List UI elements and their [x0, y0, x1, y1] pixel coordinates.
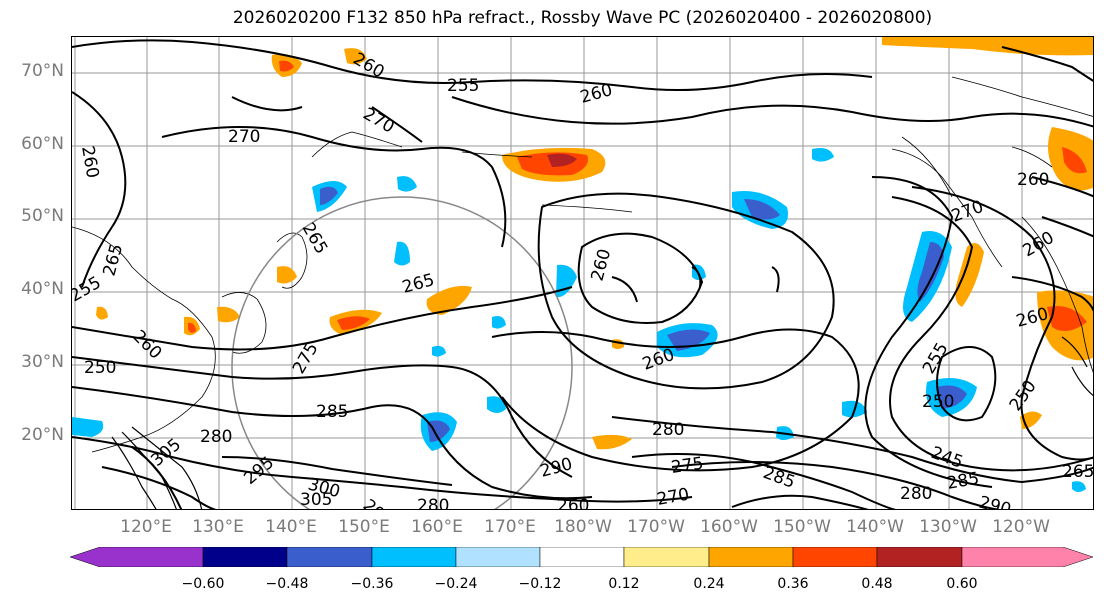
lat-label-70n: 70°N [21, 61, 64, 81]
colorbar-tick: 0.36 [777, 576, 809, 592]
contour-label: 270 [655, 485, 690, 510]
contour-label: 260 [640, 345, 677, 375]
lon-label-120w: 120°W [992, 517, 1050, 537]
lat-label-20n: 20°N [21, 425, 64, 445]
colorbar-swatches [69, 546, 1094, 568]
contour-label: 260 [557, 496, 589, 510]
world-map-icon: 255 260 260 260 270 270 270 265 265 260 … [72, 37, 1094, 510]
map-title: 2026020200 F132 850 hPa refract., Rossby… [232, 8, 933, 28]
coastlines [72, 76, 1093, 453]
contour-label: 285 [945, 469, 980, 494]
colorbar-swatch [876, 546, 963, 568]
contour-label: 250 [922, 392, 954, 412]
contour-label: 265 [400, 270, 437, 298]
lon-label-140e: 140°E [265, 517, 317, 537]
contour-label: 305 [300, 490, 332, 510]
lon-label-170e: 170°E [484, 517, 536, 537]
contour-label: 265 [100, 242, 128, 279]
lon-label-120e: 120°E [120, 517, 172, 537]
colorbar-swatch [286, 546, 373, 568]
contour-label: 245 [928, 443, 965, 473]
contour-label: 265 [1062, 462, 1094, 482]
lon-label-130e: 130°E [192, 517, 244, 537]
colorbar-tick: −0.60 [181, 576, 225, 592]
contour-label: 285 [316, 402, 348, 422]
colorbar-tick: −0.36 [350, 576, 394, 592]
colorbar-tick: 0.12 [608, 576, 640, 592]
colorbar-swatch [371, 546, 457, 568]
graticule [72, 37, 1093, 509]
colorbar [69, 546, 1094, 571]
lat-label-30n: 30°N [21, 352, 64, 372]
lon-label-150e: 150°E [338, 517, 390, 537]
contour-label: 270 [949, 197, 986, 227]
contour-label: 290 [359, 496, 397, 510]
colorbar-swatch [961, 546, 1094, 568]
negative-anomaly-patches [72, 148, 1086, 492]
colorbar-swatch [69, 546, 204, 568]
contour-label: 280 [652, 420, 684, 440]
map-panel: 255 260 260 260 270 270 270 265 265 260 … [71, 36, 1094, 510]
colorbar-swatch [539, 546, 625, 568]
contour-label: 280 [417, 496, 449, 510]
colorbar-swatch [792, 546, 878, 568]
colorbar-swatch [708, 546, 794, 568]
contour-label: 280 [900, 484, 932, 504]
lat-label-40n: 40°N [21, 279, 64, 299]
contour-label: 275 [670, 454, 705, 478]
colorbar-swatch [623, 546, 710, 568]
influence-circle [231, 196, 573, 509]
contour-label: 260 [128, 326, 165, 363]
contour-label: 260 [1017, 170, 1049, 190]
lat-label-50n: 50°N [21, 206, 64, 226]
colorbar-tick: 0.60 [946, 576, 978, 592]
contour-label: 250 [1006, 377, 1041, 415]
contour-label: 290 [977, 493, 1014, 510]
contour-label: 260 [77, 144, 102, 179]
contour-label: 270 [228, 127, 260, 147]
contour-label: 280 [200, 427, 232, 447]
contour-label: 260 [1020, 228, 1058, 262]
colorbar-tick: −0.12 [518, 576, 562, 592]
contour-label: 285 [760, 463, 797, 493]
contour-label: 255 [919, 339, 953, 377]
refractivity-contours [72, 39, 1093, 509]
lon-label-170w: 170°W [627, 517, 685, 537]
thin-contours [111, 336, 1093, 509]
colorbar-swatch [455, 546, 541, 568]
lon-label-160w: 160°W [700, 517, 758, 537]
lon-label-130w: 130°W [919, 517, 977, 537]
lon-label-180w: 180°W [554, 517, 612, 537]
colorbar-tick: −0.24 [434, 576, 478, 592]
lon-label-160e: 160°E [411, 517, 463, 537]
colorbar-swatch [202, 546, 288, 568]
colorbar-scale [69, 546, 1094, 568]
contour-label: 255 [447, 76, 479, 96]
colorbar-tick: 0.24 [693, 576, 725, 592]
contour-label: 255 [72, 273, 105, 307]
colorbar-tick: 0.48 [861, 576, 893, 592]
contour-label: 260 [588, 247, 616, 284]
colorbar-tick: −0.48 [265, 576, 309, 592]
contour-label: 250 [84, 358, 116, 378]
lon-label-150w: 150°W [773, 517, 831, 537]
lat-label-60n: 60°N [21, 134, 64, 154]
lon-label-140w: 140°W [846, 517, 904, 537]
